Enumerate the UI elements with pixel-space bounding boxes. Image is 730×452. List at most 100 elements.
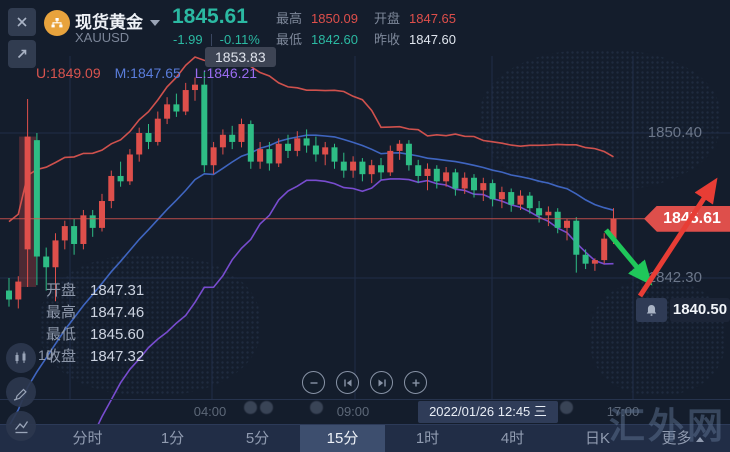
candle-body	[61, 226, 68, 241]
daily-stats: 最高 1850.09 开盘 1847.65 最低 1842.60 昨收 1847.60	[276, 8, 484, 50]
stat-item: 昨收 1847.60	[374, 29, 484, 50]
candle-body	[387, 150, 394, 173]
candle-body	[24, 136, 31, 250]
candle-body	[573, 220, 580, 255]
candle-body	[545, 211, 552, 216]
tab-1分[interactable]: 1分	[130, 425, 215, 452]
stat-label: 昨收	[374, 32, 401, 47]
last-price: 1845.61	[172, 5, 248, 28]
chart-pane	[0, 56, 730, 424]
zoom-out-button[interactable]	[302, 371, 325, 394]
candle-body	[247, 124, 254, 162]
candle-body	[99, 201, 105, 228]
fullscreen-button[interactable]	[8, 40, 36, 68]
change-percent: -0.11%	[219, 32, 260, 47]
bollinger-lower-band	[97, 178, 614, 424]
candle-body	[275, 143, 282, 164]
candle-body	[396, 143, 403, 151]
ohlc-value: 1847.46	[90, 304, 145, 321]
tab-5分[interactable]: 5分	[215, 425, 300, 452]
zoom-in-button[interactable]	[404, 371, 427, 394]
candle-body	[154, 118, 161, 142]
candle-body	[108, 175, 115, 202]
ohlc-row: 收盘 1847.32	[46, 346, 144, 368]
tab-15分[interactable]: 15分	[300, 425, 385, 452]
price-alert-button[interactable]	[636, 298, 667, 323]
watermark-dot	[259, 401, 273, 414]
candle-body	[52, 240, 59, 268]
candle-body	[331, 147, 338, 162]
bollinger-labels: U:1849.09 M:1847.65 L:1846.21	[36, 65, 271, 81]
candle-body	[564, 220, 570, 228]
tab-4时[interactable]: 4时	[470, 425, 555, 452]
step-forward-button[interactable]	[370, 371, 393, 394]
candle-body	[117, 175, 124, 182]
indicator-tool-button[interactable]	[6, 411, 36, 441]
candle-body	[582, 254, 589, 264]
candle-body	[461, 177, 468, 189]
ohlc-label: 最高	[46, 304, 77, 321]
stat-label: 开盘	[374, 11, 401, 26]
candle-body	[294, 138, 301, 151]
boll-upper-label: U:1849.09	[36, 65, 101, 81]
indicator-tool-icon	[14, 420, 28, 433]
candle-style-button[interactable]	[6, 343, 36, 373]
candle-body	[164, 104, 171, 119]
boll-middle-label: M:1847.65	[114, 65, 181, 81]
candle-body	[610, 218, 617, 239]
tab-label: 分时	[72, 430, 103, 447]
chevron-down-icon	[150, 20, 160, 26]
gold-symbol-icon	[44, 10, 70, 36]
candle-body	[15, 281, 22, 300]
watermark-dot	[559, 401, 573, 414]
tab-label: 1分	[160, 430, 185, 447]
candle-style-icon	[15, 351, 25, 363]
high-price-tooltip: 1853.83	[205, 47, 276, 67]
candle-body	[33, 140, 40, 257]
candle-body	[322, 147, 329, 155]
tab-label: 5分	[245, 430, 270, 447]
ohlc-value: 1845.60	[90, 326, 145, 343]
candle-body	[145, 133, 152, 142]
crosshair-date-label: 2022/01/26 12:45 三	[418, 401, 558, 423]
candle-body	[43, 256, 50, 268]
candle-body	[350, 161, 357, 171]
bollinger-middle-band	[9, 134, 614, 424]
ohlc-value: 1847.32	[90, 348, 145, 365]
stat-item: 开盘 1847.65	[374, 8, 484, 29]
tab-label: 日K	[584, 430, 610, 447]
change-value: -1.99	[173, 32, 203, 47]
candle-body	[219, 134, 226, 148]
candle-body	[126, 154, 133, 182]
tab-日K[interactable]: 日K	[555, 425, 640, 452]
tab-更多[interactable]: 更多	[640, 425, 725, 452]
org-glyph-icon	[51, 18, 63, 28]
symbol-selector[interactable]: 现货黄金	[75, 8, 160, 33]
candle-body	[424, 168, 431, 176]
close-button[interactable]	[8, 8, 36, 36]
stat-label: 最高	[276, 11, 303, 26]
candle-body	[266, 149, 273, 164]
candle-body	[192, 84, 198, 91]
candle-body	[471, 177, 477, 191]
candle-body	[136, 133, 143, 155]
tab-1时[interactable]: 1时	[385, 425, 470, 452]
divider	[210, 33, 212, 46]
time-axis-label: 17:00	[606, 404, 640, 419]
step-back-button[interactable]	[336, 371, 359, 394]
candle-body	[526, 195, 533, 209]
symbol-name: 现货黄金	[75, 13, 143, 32]
stat-label: 最低	[276, 32, 303, 47]
ohlc-row: 最低 1845.60	[46, 324, 144, 346]
tab-分时[interactable]: 分时	[45, 425, 130, 452]
candle-body	[378, 165, 384, 173]
timeframe-tabbar: 分时 1分 5分 15分 1时 4时 日K 更多	[0, 424, 730, 452]
draw-tool-button[interactable]	[6, 377, 36, 407]
draw-tool-icon	[13, 388, 27, 401]
watermark-dot	[243, 401, 257, 414]
stat-value: 1847.65	[409, 11, 457, 26]
ohlc-panel: 开盘 1847.31 最高 1847.46 最低 1845.60 收盘 1847.32	[46, 280, 144, 368]
candle-body	[554, 211, 561, 228]
price-axis-label: 1850.40	[647, 124, 702, 141]
